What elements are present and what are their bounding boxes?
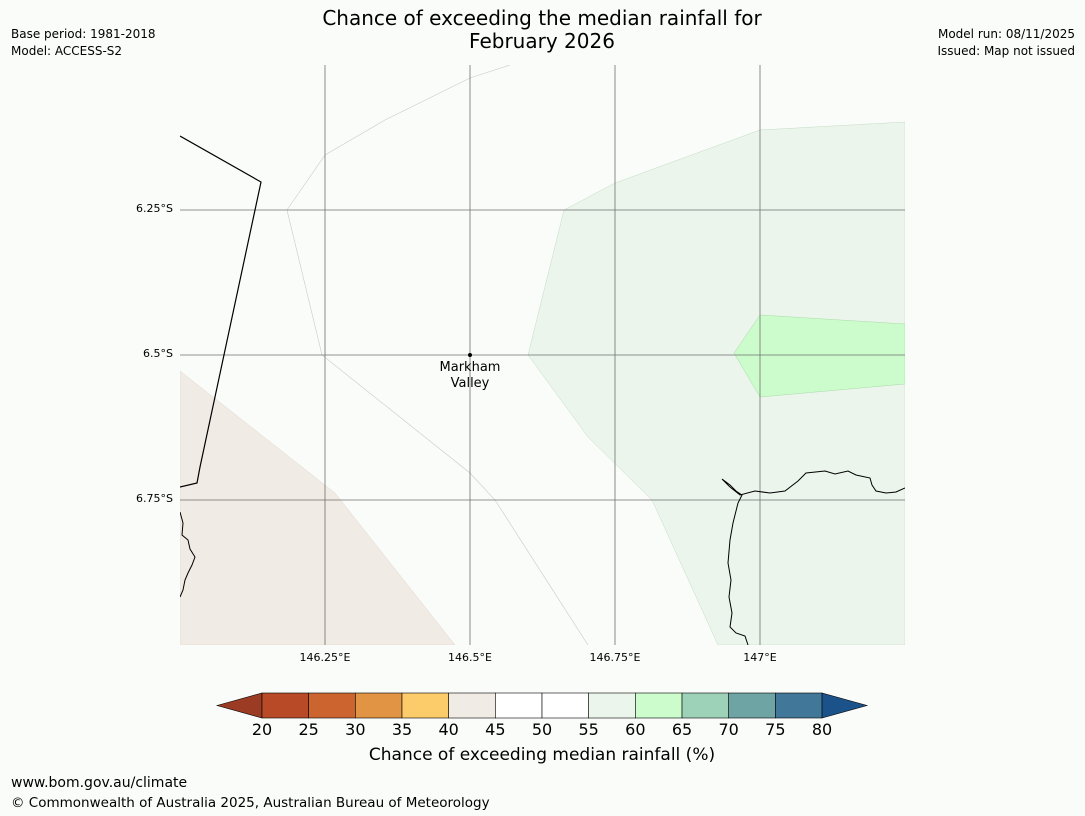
region-55-60: [527, 121, 905, 645]
base-period-text: Base period: 1981-2018: [11, 27, 156, 41]
colorbar-tick-70: 70: [718, 720, 739, 739]
colorbar-extend-high: [821, 692, 869, 719]
header-meta-right: Model run: 08/11/2025 Issued: Map not is…: [937, 26, 1075, 60]
colorbar-tick-60: 60: [625, 720, 646, 739]
region-60-65: [733, 314, 905, 398]
colorbar-tick-65: 65: [671, 720, 693, 739]
place-label-line-2: Valley: [450, 376, 490, 391]
lat-label-6-25: 6.25°S: [136, 202, 173, 215]
place-label-line-1: Markham: [439, 360, 501, 375]
colorbar-segment-60-65: [635, 692, 683, 719]
model-text: Model: ACCESS-S2: [11, 44, 123, 58]
markham-valley-marker[interactable]: [468, 353, 472, 357]
colorbar-segment-55-60: [588, 692, 636, 719]
colorbar-tick-80: 80: [811, 720, 833, 739]
colorbar-tick-55: 55: [578, 720, 599, 739]
colorbar-label: Chance of exceeding median rainfall (%): [368, 745, 716, 765]
header-meta-left: Base period: 1981-2018 Model: ACCESS-S2: [11, 26, 156, 60]
colorbar-extend-low: [215, 692, 263, 719]
map-area[interactable]: [180, 65, 905, 645]
lat-label-6-75: 6.75°S: [136, 492, 173, 505]
gridlines: [180, 65, 905, 645]
lon-label-147: 147°E: [743, 651, 777, 664]
issued-text: Issued: Map not issued: [937, 44, 1075, 58]
footer-copyright: © Commonwealth of Australia 2025, Austra…: [11, 795, 490, 811]
colorbar-segment-70-75: [728, 692, 776, 719]
colorbar-segment-20-25: [261, 692, 309, 719]
title-line-1: Chance of exceeding the median rainfall …: [322, 6, 762, 30]
colorbar-segments: [215, 692, 869, 719]
colorbar-segment-75-80: [775, 692, 823, 719]
footer-website[interactable]: www.bom.gov.au/climate: [11, 775, 188, 791]
colorbar-tick-75: 75: [765, 720, 786, 739]
colorbar-tick-50: 50: [531, 720, 553, 739]
coastline-east: [721, 470, 905, 645]
colorbar-tick-25: 25: [298, 720, 319, 739]
colorbar-segment-50-55: [541, 692, 589, 719]
colorbar-tick-35: 35: [391, 720, 413, 739]
colorbar-segment-35-40: [401, 692, 449, 719]
lon-label-146-75: 146.75°E: [589, 651, 641, 664]
colorbar-tick-45: 45: [485, 720, 506, 739]
colorbar-segment-45-50: [495, 692, 543, 719]
map-title: Chance of exceeding the median rainfall …: [242, 7, 842, 53]
colorbar-segment-65-70: [681, 692, 729, 719]
colorbar-segment-40-45: [448, 692, 496, 719]
lon-label-146-5: 146.5°E: [448, 651, 492, 664]
place-label: Markham Valley: [420, 360, 520, 392]
region-40-45: [180, 370, 456, 645]
colorbar-segment-25-30: [308, 692, 356, 719]
colorbar-tick-20: 20: [251, 720, 273, 739]
colorbar-tick-40: 40: [438, 720, 459, 739]
border-line: [180, 135, 262, 488]
colorbar-segment-30-35: [355, 692, 403, 719]
model-run-text: Model run: 08/11/2025: [937, 27, 1075, 41]
lon-label-146-25: 146.25°E: [299, 651, 351, 664]
map-svg: [180, 65, 905, 645]
colorbar: [215, 692, 869, 719]
coastline-west: [180, 511, 196, 598]
colorbar-tick-30: 30: [345, 720, 366, 739]
lat-label-6-5: 6.5°S: [143, 347, 173, 360]
title-line-2: February 2026: [469, 29, 615, 53]
